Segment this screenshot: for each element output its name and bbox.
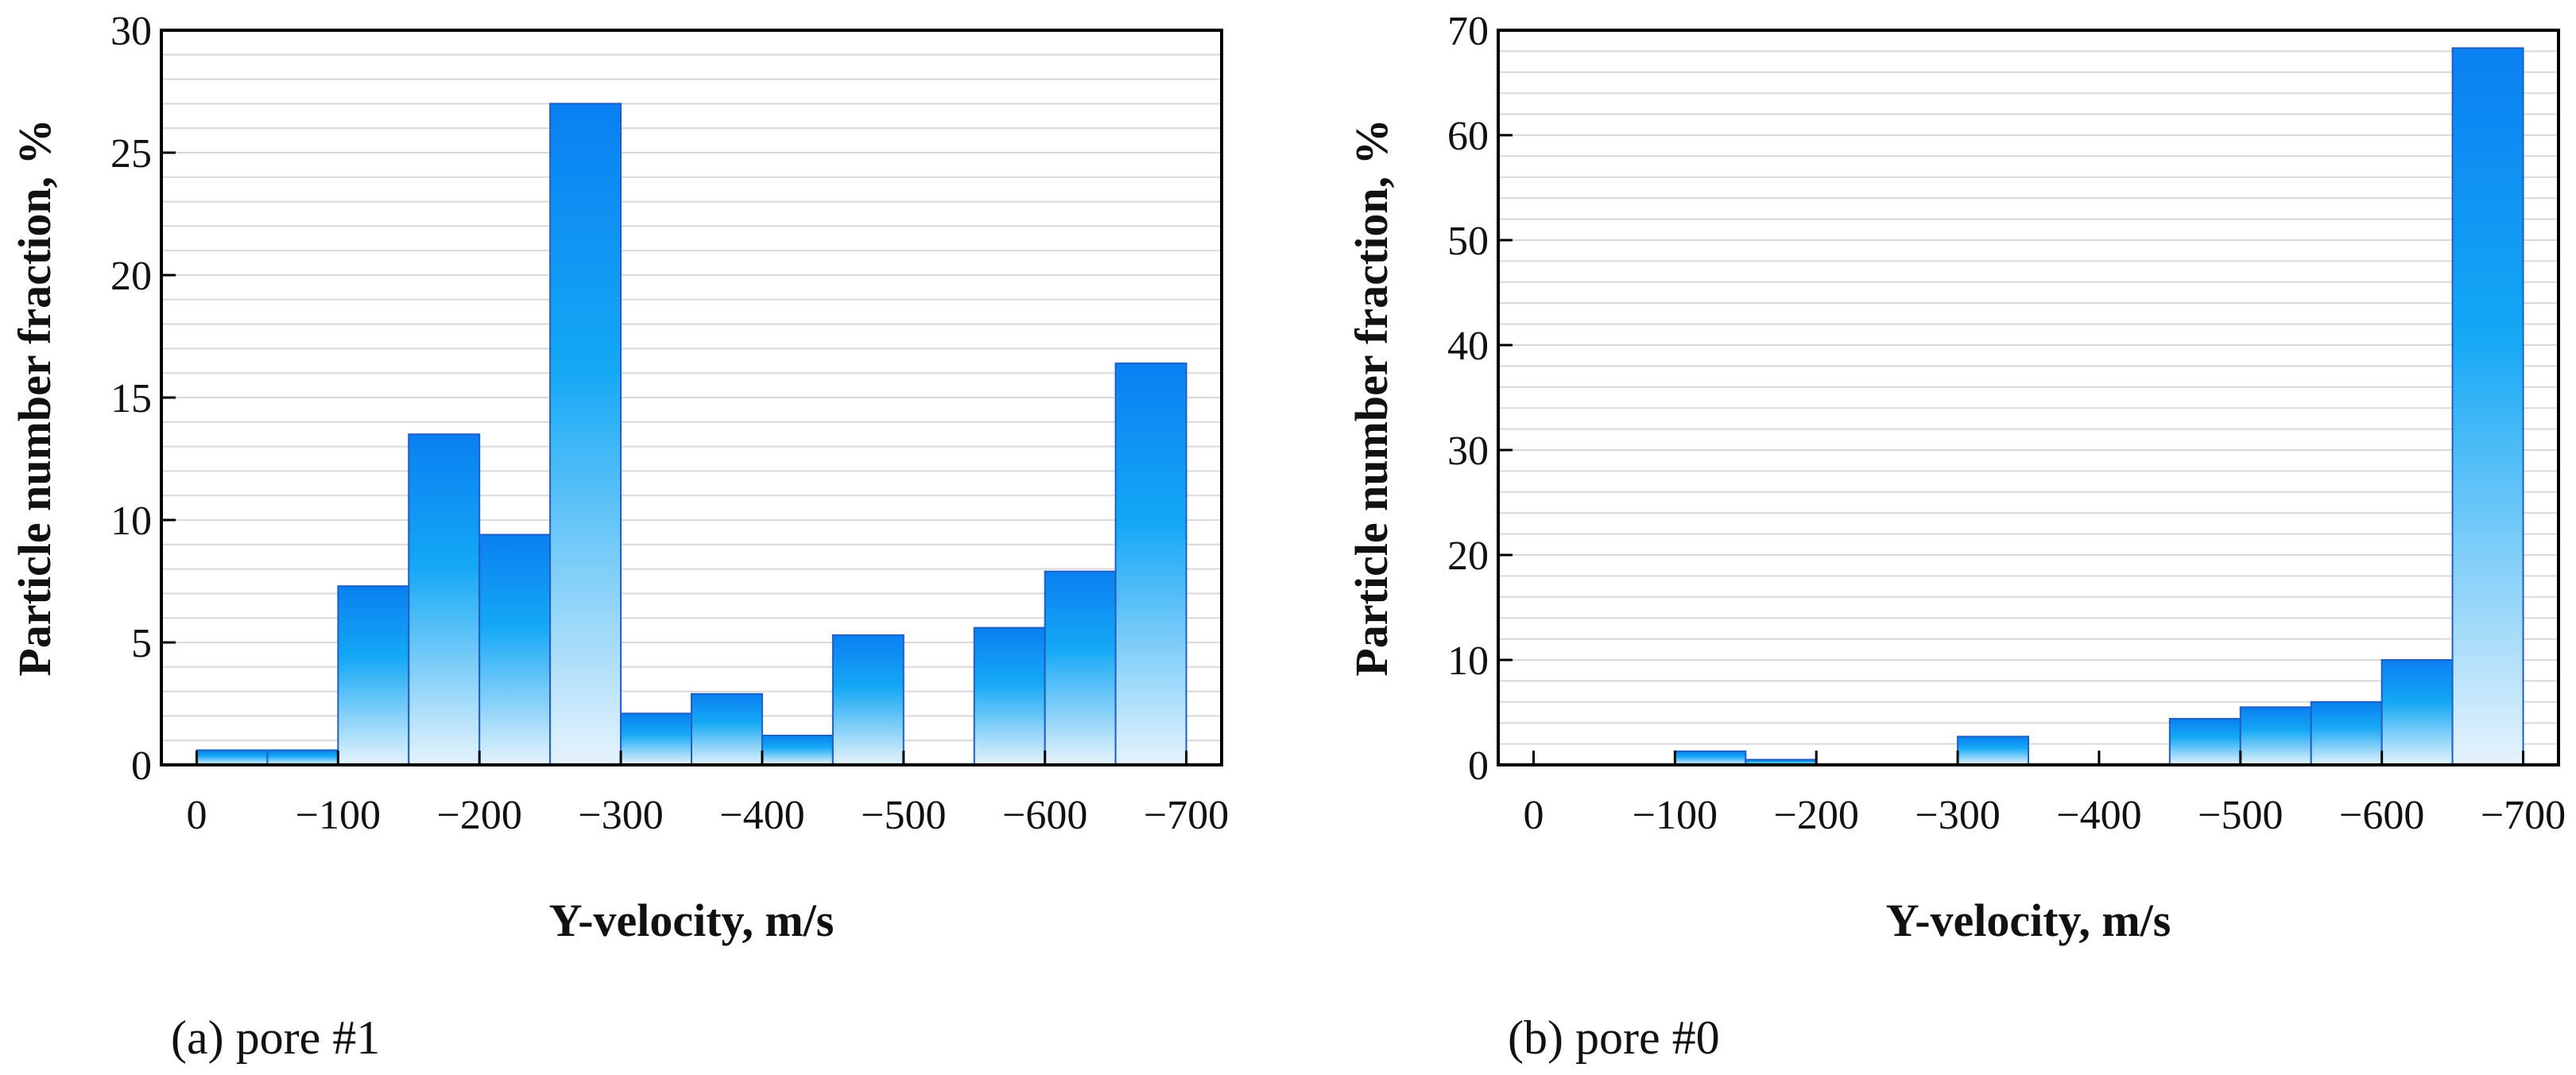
chart-b-bar xyxy=(2239,706,2312,766)
chart-a-bar xyxy=(266,749,339,766)
chart-a-bar xyxy=(549,103,622,766)
chart-a-x-tick-label: 0 xyxy=(186,793,207,838)
chart-a-y-tick-label: 30 xyxy=(110,9,152,54)
chart-a-y-tick-label: 5 xyxy=(131,621,152,666)
chart-a-x-tick-label: −100 xyxy=(296,793,381,838)
chart-a-y-tick-label: 10 xyxy=(110,499,152,544)
chart-a-x-tick-label: −400 xyxy=(719,793,804,838)
chart-b-x-tick-label: −400 xyxy=(2056,793,2141,838)
chart-a-y-axis-title: Particle number fraction, % xyxy=(9,118,60,676)
chart-a-x-tick-label: −300 xyxy=(578,793,663,838)
chart-panel-b: 0 10 20 30 40 50 60 70 0 −100 −200 −300 −400 −500 −600… xyxy=(1346,9,2566,1064)
chart-b-x-tick-label: −300 xyxy=(1915,793,2000,838)
chart-b-x-tick-label: −200 xyxy=(1774,793,1859,838)
chart-b-bar xyxy=(2168,717,2241,766)
chart-b-y-tick-label: 20 xyxy=(1447,534,1489,579)
chart-a-bar xyxy=(478,534,552,766)
chart-b-y-tick-label: 50 xyxy=(1447,219,1489,264)
chart-a-bar xyxy=(831,634,905,766)
chart-b-ticks: 0 10 20 30 40 50 60 70 0 −100 −200 −300 −400 −500 −600… xyxy=(1447,9,2566,838)
chart-a-x-tick-label: −700 xyxy=(1144,793,1229,838)
chart-b-y-axis-title: Particle number fraction, % xyxy=(1346,118,1397,676)
chart-b-bar xyxy=(1674,750,1747,766)
chart-a-bars xyxy=(196,103,1187,766)
chart-a-y-tick-label: 25 xyxy=(110,131,152,177)
chart-a-x-axis-title: Y-velocity, m/s xyxy=(549,895,835,946)
chart-a-y-tick-label: 0 xyxy=(131,743,152,789)
chart-a-x-tick-label: −500 xyxy=(861,793,946,838)
chart-b-bar xyxy=(2451,47,2524,766)
chart-b-bar xyxy=(2310,700,2383,766)
chart-a-bar xyxy=(761,735,834,766)
chart-panel-a: 0 5 10 15 20 25 30 0 −100 −200 −300 −400 −500 −600 −70… xyxy=(9,9,1229,1064)
chart-b-y-tick-label: 10 xyxy=(1447,638,1489,684)
chart-a-bar xyxy=(1114,362,1187,766)
chart-a-y-tick-label: 15 xyxy=(110,376,152,421)
chart-a-x-tick-label: −600 xyxy=(1002,793,1087,838)
chart-b-grid xyxy=(1498,50,2559,745)
chart-b-y-tick-label: 30 xyxy=(1447,429,1489,474)
chart-b-bars xyxy=(1674,47,2524,766)
chart-b-x-tick-label: −500 xyxy=(2198,793,2283,838)
chart-b-y-tick-label: 0 xyxy=(1468,743,1489,789)
chart-b-y-tick-label: 40 xyxy=(1447,324,1489,369)
chart-b-x-tick-label: −600 xyxy=(2339,793,2424,838)
chart-a-bar xyxy=(973,627,1046,766)
chart-b-frame xyxy=(1497,29,2560,766)
chart-b-x-tick-label: 0 xyxy=(1523,793,1544,838)
chart-b-y-tick-label: 70 xyxy=(1447,9,1489,54)
chart-a-bar xyxy=(691,693,763,766)
chart-a-bar xyxy=(196,749,269,766)
chart-b-bar xyxy=(1957,735,2029,766)
chart-b-bar xyxy=(2380,659,2454,766)
chart-a-caption: (a) pore #1 xyxy=(171,1011,380,1064)
chart-b-x-tick-label: −700 xyxy=(2481,793,2566,838)
chart-b-y-tick-label: 60 xyxy=(1447,114,1489,159)
chart-a-bar xyxy=(1044,570,1117,766)
chart-a-ticks: 0 5 10 15 20 25 30 0 −100 −200 −300 −400 −500 −600 −70… xyxy=(110,9,1229,838)
chart-a-x-tick-label: −200 xyxy=(437,793,522,838)
chart-a-bar xyxy=(337,585,410,766)
chart-a-bar xyxy=(408,433,481,766)
chart-b-x-axis-title: Y-velocity, m/s xyxy=(1886,895,2171,946)
chart-a-y-tick-label: 20 xyxy=(110,254,152,299)
chart-b-caption: (b) pore #0 xyxy=(1508,1011,1720,1064)
chart-a-bar xyxy=(620,712,692,766)
chart-b-x-tick-label: −100 xyxy=(1633,793,1718,838)
